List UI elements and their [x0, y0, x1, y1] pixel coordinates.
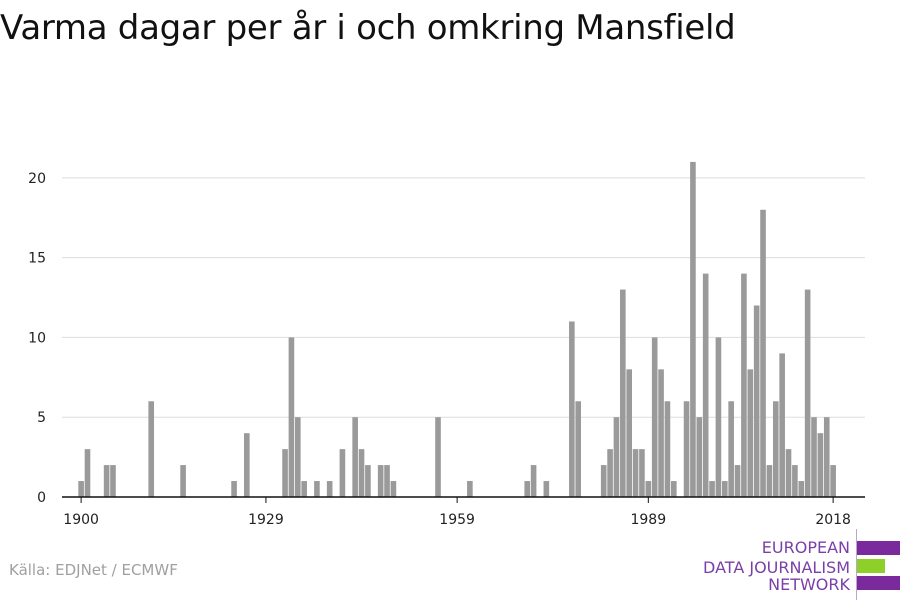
- x-tick-label: 1929: [248, 512, 284, 528]
- bar: [658, 369, 664, 497]
- x-tick-label: 1900: [63, 512, 99, 528]
- bar: [804, 289, 811, 497]
- bar: [766, 465, 773, 497]
- bar: [110, 465, 116, 497]
- bar: [811, 417, 817, 497]
- bar: [651, 337, 658, 497]
- bars: [78, 161, 836, 498]
- bar: [390, 481, 397, 497]
- bar: [721, 481, 728, 497]
- bar: [282, 449, 288, 497]
- bar: [78, 481, 84, 497]
- x-tick-label: 1989: [630, 512, 666, 528]
- logo-bar-purple-top: [857, 541, 900, 555]
- bar: [772, 401, 779, 497]
- bar: [620, 289, 626, 497]
- bar: [575, 401, 582, 497]
- bar: [645, 481, 652, 497]
- bar: [639, 449, 645, 497]
- bar: [294, 417, 301, 497]
- bar: [244, 433, 250, 497]
- bar: [613, 417, 620, 497]
- logo-divider: [856, 529, 857, 600]
- bar: [600, 465, 607, 497]
- logo-line-data-journalism: DATA JOURNALISM: [703, 558, 850, 577]
- bar: [365, 465, 371, 497]
- bar: [231, 481, 237, 497]
- edjnet-logo: EUROPEAN DATA JOURNALISM NETWORK: [700, 529, 900, 600]
- bar: [823, 417, 830, 497]
- bar: [569, 321, 575, 497]
- bar: [339, 449, 346, 497]
- bar: [760, 209, 766, 498]
- bar: [626, 369, 633, 497]
- bar: [709, 481, 715, 497]
- bar: [467, 481, 473, 497]
- source-note: Källa: EDJNet / ECMWF: [9, 561, 178, 579]
- bar: [435, 417, 441, 497]
- bar: [377, 465, 384, 497]
- bar: [358, 449, 365, 497]
- y-axis-tick-labels: 0 5 10 15 20: [28, 171, 46, 506]
- bar: [352, 417, 358, 497]
- bar: [779, 353, 785, 497]
- bar: [632, 449, 639, 497]
- x-tick-label: 1959: [439, 512, 475, 528]
- bar: [702, 273, 709, 497]
- bar: [785, 449, 792, 497]
- bar: [696, 417, 703, 497]
- bar: [301, 481, 307, 497]
- bar: [384, 465, 390, 497]
- y-tick-label: 10: [28, 330, 46, 346]
- bar: [288, 337, 295, 497]
- bar: [753, 305, 760, 497]
- logo-bar-green: [857, 559, 885, 573]
- bar: [103, 465, 110, 497]
- x-axis-tick-labels: 1900 1929 1959 1989 2018: [63, 512, 851, 528]
- x-axis: [62, 496, 865, 503]
- bar: [607, 449, 613, 497]
- bar: [530, 465, 537, 497]
- bar: [326, 481, 333, 497]
- bar: [830, 465, 836, 497]
- y-tick-label: 15: [28, 251, 46, 267]
- bar: [690, 161, 696, 498]
- bar: [747, 369, 754, 497]
- bar: [148, 401, 155, 497]
- bar: [84, 449, 91, 497]
- bar: [180, 465, 186, 497]
- bar: [671, 481, 677, 497]
- bar: [715, 337, 722, 497]
- y-tick-label: 20: [28, 171, 46, 187]
- bar: [728, 401, 734, 497]
- bar: [543, 481, 550, 497]
- x-tick-label: 2018: [815, 512, 851, 528]
- bar: [734, 465, 741, 497]
- bar: [741, 273, 747, 497]
- bar: [798, 481, 805, 497]
- bar: [817, 433, 824, 497]
- bar: [792, 465, 798, 497]
- logo-line-european: EUROPEAN: [761, 538, 850, 557]
- logo-bar-purple-bottom: [857, 576, 900, 590]
- bar: [524, 481, 531, 497]
- chart-title: Varma dagar per år i och omkring Mansfie…: [0, 8, 736, 48]
- y-tick-label: 0: [37, 490, 46, 506]
- bar: [683, 401, 690, 497]
- bar: [314, 481, 320, 497]
- y-tick-label: 5: [37, 410, 46, 426]
- bar: [664, 401, 671, 497]
- logo-line-network: NETWORK: [768, 575, 850, 594]
